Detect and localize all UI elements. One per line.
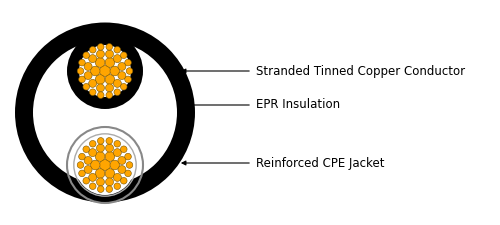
Circle shape [114, 79, 122, 87]
Circle shape [33, 40, 177, 184]
Circle shape [124, 59, 132, 66]
Circle shape [90, 140, 96, 147]
Circle shape [114, 140, 120, 147]
Circle shape [96, 58, 105, 67]
Circle shape [106, 144, 114, 152]
Circle shape [120, 83, 127, 90]
Circle shape [96, 75, 105, 84]
Circle shape [98, 92, 104, 98]
Circle shape [106, 137, 112, 144]
Circle shape [114, 149, 122, 157]
Circle shape [79, 45, 131, 97]
Circle shape [114, 173, 122, 181]
Circle shape [114, 55, 122, 63]
Circle shape [96, 178, 104, 186]
Circle shape [78, 59, 86, 66]
Circle shape [118, 72, 126, 79]
Circle shape [88, 173, 96, 181]
Circle shape [78, 153, 86, 160]
Circle shape [105, 58, 115, 67]
Circle shape [114, 89, 120, 96]
Circle shape [106, 186, 112, 192]
Circle shape [106, 44, 112, 50]
Circle shape [90, 47, 96, 53]
Circle shape [126, 162, 133, 168]
Circle shape [77, 68, 84, 74]
Circle shape [118, 156, 126, 164]
Circle shape [105, 152, 115, 161]
Circle shape [100, 160, 110, 171]
Circle shape [124, 76, 132, 83]
Circle shape [88, 55, 96, 63]
Circle shape [118, 63, 126, 70]
Circle shape [100, 65, 110, 76]
Circle shape [15, 22, 195, 202]
Circle shape [124, 170, 132, 177]
Circle shape [96, 169, 105, 178]
Circle shape [120, 178, 127, 184]
Circle shape [114, 47, 120, 53]
Circle shape [90, 89, 96, 96]
Circle shape [67, 33, 143, 109]
Circle shape [106, 50, 114, 58]
Circle shape [105, 75, 115, 84]
Circle shape [88, 79, 96, 87]
Circle shape [83, 83, 89, 90]
Circle shape [118, 166, 126, 173]
Circle shape [84, 166, 92, 173]
Circle shape [98, 186, 104, 192]
Circle shape [96, 152, 105, 161]
Circle shape [78, 170, 86, 177]
Circle shape [83, 52, 89, 58]
Circle shape [84, 156, 92, 164]
Circle shape [90, 66, 100, 76]
Circle shape [124, 153, 132, 160]
Text: EPR Insulation: EPR Insulation [256, 99, 340, 112]
Text: Stranded Tinned Copper Conductor: Stranded Tinned Copper Conductor [256, 65, 465, 77]
Circle shape [106, 92, 112, 98]
Circle shape [90, 160, 100, 170]
Circle shape [126, 68, 133, 74]
Circle shape [96, 84, 104, 92]
Circle shape [98, 44, 104, 50]
Circle shape [78, 76, 86, 83]
Circle shape [110, 160, 120, 170]
Circle shape [96, 144, 104, 152]
Circle shape [83, 146, 89, 153]
Circle shape [105, 169, 115, 178]
Circle shape [84, 63, 92, 70]
Circle shape [106, 178, 114, 186]
Circle shape [83, 178, 89, 184]
Circle shape [77, 162, 84, 168]
Circle shape [106, 84, 114, 92]
Circle shape [88, 149, 96, 157]
Text: Reinforced CPE Jacket: Reinforced CPE Jacket [256, 157, 384, 169]
Circle shape [114, 183, 120, 189]
Circle shape [120, 52, 127, 58]
Circle shape [120, 146, 127, 153]
Circle shape [75, 135, 135, 195]
Circle shape [98, 137, 104, 144]
Circle shape [90, 183, 96, 189]
Circle shape [110, 66, 120, 76]
Circle shape [84, 72, 92, 79]
Circle shape [96, 50, 104, 58]
